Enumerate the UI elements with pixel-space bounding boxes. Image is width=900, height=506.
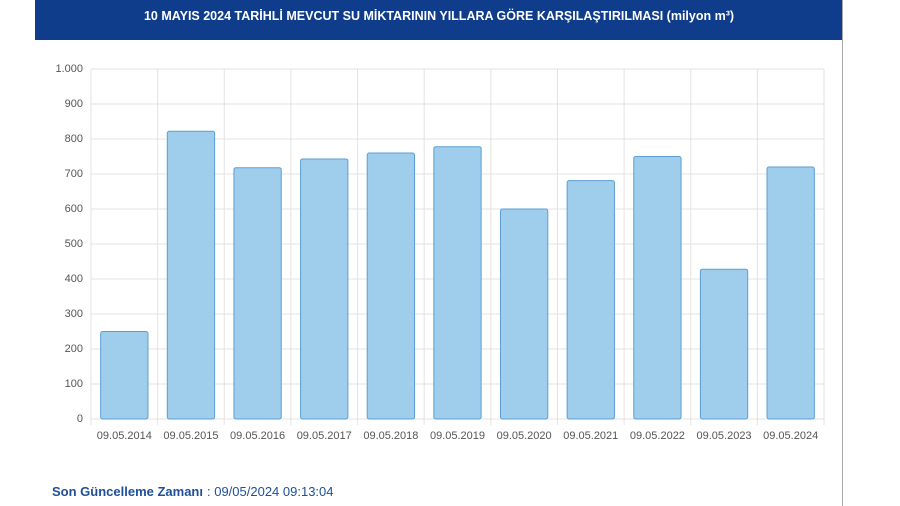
- y-tick-label: 900: [65, 98, 83, 110]
- bar: [166, 130, 216, 420]
- bar: [566, 180, 615, 420]
- bar: [633, 156, 682, 420]
- x-tick-label: 09.05.2018: [363, 430, 418, 442]
- y-tick-label: 800: [65, 133, 83, 145]
- bar: [699, 268, 749, 420]
- frame-border: [842, 0, 843, 506]
- x-tick-label: 09.05.2015: [163, 430, 218, 442]
- y-tick-label: 100: [65, 378, 83, 390]
- x-tick-label: 09.05.2019: [430, 430, 485, 442]
- y-tick-label: 0: [77, 413, 83, 425]
- x-tick-label: 09.05.2017: [297, 430, 352, 442]
- chart: 0 100 200 300 400 500 600 700 800 900 1.000 09.05.2…: [55, 63, 825, 442]
- y-tick-label: 400: [65, 273, 83, 285]
- y-tick-label: 700: [65, 168, 83, 180]
- x-tick-label: 09.05.2024: [763, 430, 818, 442]
- x-tick-label: 09.05.2016: [230, 430, 285, 442]
- bar: [433, 146, 482, 420]
- x-tick-label: 09.05.2020: [497, 430, 552, 442]
- x-tick-label: 09.05.2022: [630, 430, 685, 442]
- bar: [233, 167, 282, 420]
- bar: [766, 166, 815, 420]
- y-tick-label: 500: [65, 238, 83, 250]
- y-tick-label: 200: [65, 343, 83, 355]
- bar: [300, 158, 349, 420]
- bar: [366, 152, 416, 420]
- x-tick-label: 09.05.2023: [697, 430, 752, 442]
- chart-title: 10 MAYIS 2024 TARİHLİ MEVCUT SU MİKTARIN…: [35, 0, 843, 40]
- x-tick-label: 09.05.2014: [97, 430, 152, 442]
- x-tick-label: 09.05.2021: [563, 430, 618, 442]
- y-tick-label: 1.000: [55, 63, 83, 75]
- footer-value: : 09/05/2024 09:13:04: [207, 484, 334, 499]
- bar: [100, 331, 149, 420]
- footer: Son Güncelleme Zamanı : 09/05/2024 09:13:…: [52, 484, 334, 499]
- bar: [499, 208, 549, 420]
- footer-label: Son Güncelleme Zamanı: [52, 484, 203, 499]
- y-tick-label: 600: [65, 203, 83, 215]
- y-tick-label: 300: [65, 308, 83, 320]
